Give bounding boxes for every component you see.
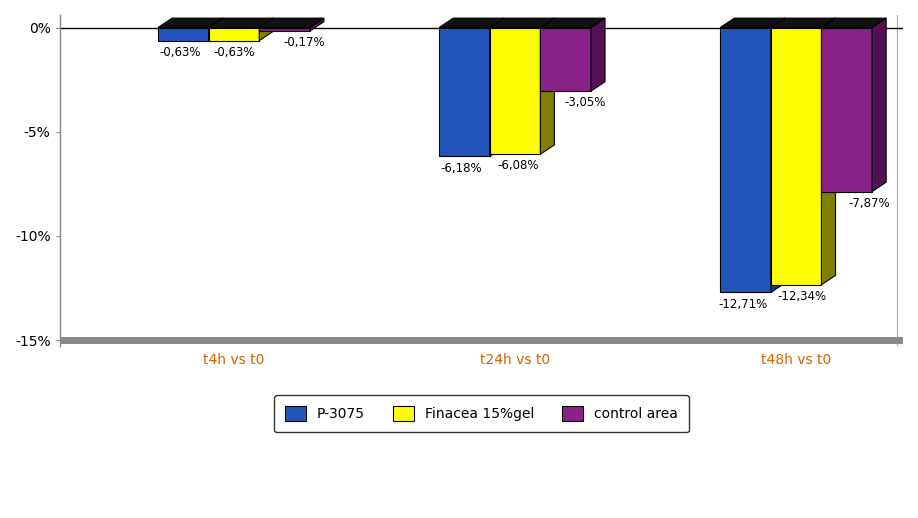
Polygon shape [439,27,490,156]
Polygon shape [490,27,541,154]
Text: -7,87%: -7,87% [848,197,890,210]
Polygon shape [771,18,785,293]
Text: -12,71%: -12,71% [718,298,767,311]
Polygon shape [721,18,785,27]
Polygon shape [822,18,835,285]
Text: -3,05%: -3,05% [565,96,606,109]
Polygon shape [541,27,591,91]
Polygon shape [158,27,208,40]
Polygon shape [872,18,886,192]
Polygon shape [259,18,274,40]
Polygon shape [490,18,504,156]
Polygon shape [158,18,223,27]
Text: -12,34%: -12,34% [778,290,826,303]
Polygon shape [208,18,223,40]
Polygon shape [208,27,259,40]
Polygon shape [591,18,605,91]
Polygon shape [771,27,822,285]
Text: -0,63%: -0,63% [160,46,201,59]
Polygon shape [822,27,872,192]
Polygon shape [259,18,324,27]
Polygon shape [541,18,554,154]
Polygon shape [490,18,554,27]
Polygon shape [259,27,310,31]
Polygon shape [541,18,605,27]
Polygon shape [822,18,886,27]
Text: -0,17%: -0,17% [284,36,325,49]
Text: -0,63%: -0,63% [213,46,254,59]
Polygon shape [771,18,835,27]
Legend: P-3075, Finacea 15%gel, control area: P-3075, Finacea 15%gel, control area [274,395,688,433]
Polygon shape [721,27,771,293]
Text: -6,18%: -6,18% [441,162,483,175]
Polygon shape [439,18,504,27]
Polygon shape [310,18,324,31]
Text: -6,08%: -6,08% [498,160,539,172]
Polygon shape [208,18,274,27]
